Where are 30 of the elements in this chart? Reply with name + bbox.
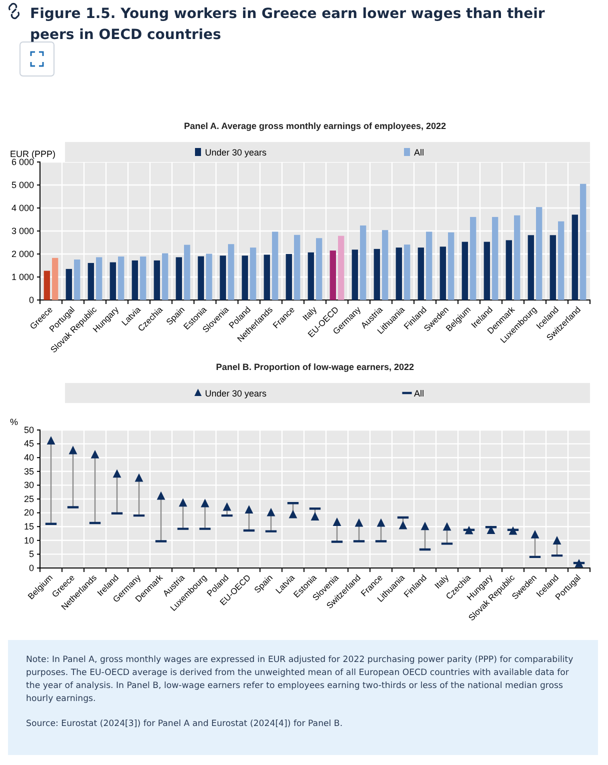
chart-title: Panel B. Proportion of low-wage earners, 2022 [216,362,414,372]
y-tick-label: 0 [28,294,34,305]
y-tick-label: 50 [24,424,34,435]
y-tick-label: 3 000 [11,226,34,236]
y-tick-label: 30 [24,480,34,490]
y-tick-label: 5 000 [11,180,34,190]
y-tick-label: 0 [28,562,34,573]
chart-title: Figure 1.5. Young workers in Greece earn lower wages than their peers in OECD countries [30,5,546,45]
y-tick-label: 10 [24,535,34,546]
chart-subtitle: Panel A. Average gross monthly earnings of employees, 2022 [184,121,446,131]
legend-label: All [414,148,424,158]
y-tick-label: 4 000 [11,202,34,213]
y-tick-label: 40 [24,452,34,462]
y-tick-label: 20 [24,508,34,518]
y-tick-label: 6 000 [11,156,34,167]
y-axis-title: EUR (PPP) [10,149,56,159]
y-tick-label: 25 [24,494,34,504]
legend-label: All [414,388,424,398]
y-axis-title: % [10,417,18,427]
legend-label: Under 30 years [205,388,268,398]
source-note: Source: Eurostat (2024[3]) for Panel A and Eurostat (2024[4]) for Panel B. [26,718,344,731]
y-tick-label: 2 000 [11,248,34,259]
legend-label: Under 30 years [205,148,268,158]
x-tick-label: Italy [432,572,452,591]
y-tick-label: 15 [24,521,34,532]
y-tick-label: 35 [24,466,34,476]
y-tick-label: 5 [28,549,34,560]
y-tick-label: 1 000 [11,272,34,282]
y-tick-label: 45 [24,438,34,449]
text: Note: In Panel A, gross monthly wages are expressed in EUR adjusted for 2022 purchasing power parity (PPP) for comparability purposes. The EU-OECD average is derived from the unweighted mean of all European OECD countries with available data for the year of analysis. In Panel B, low-wage earners refer to employees earning two-thirds or less of the national median gross hourly earnings. [26,654,574,706]
